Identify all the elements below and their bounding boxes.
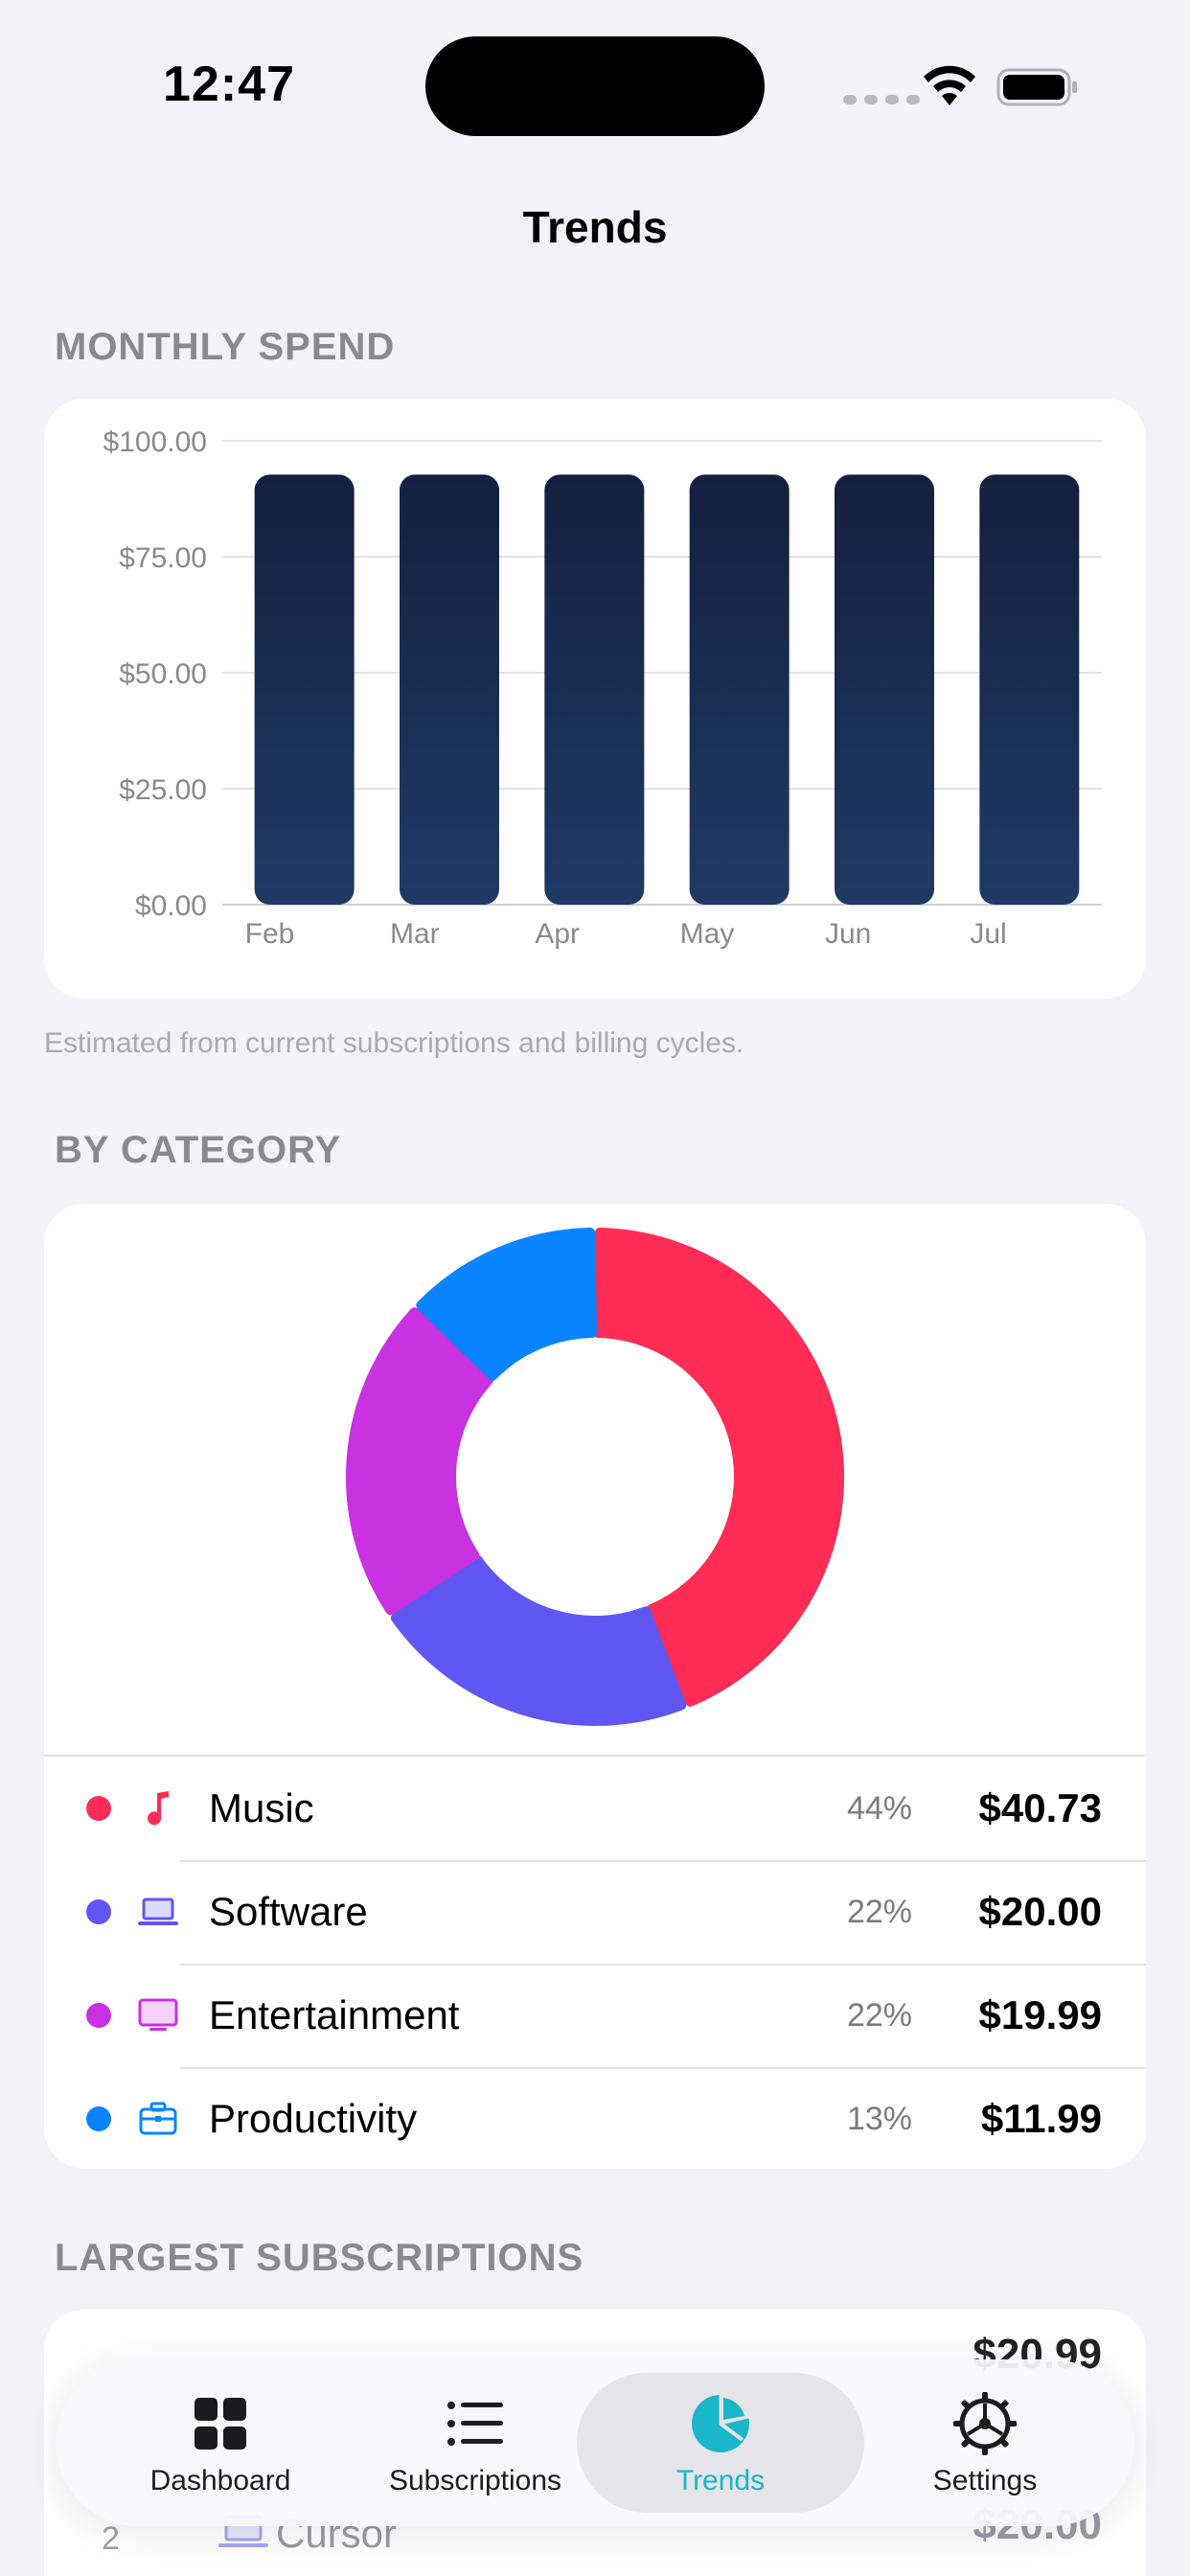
donut-slice-entertainment[interactable] <box>346 1307 494 1616</box>
tab-label: Subscriptions <box>388 2465 562 2496</box>
category-percent: 44% <box>846 1789 912 1827</box>
bar-feb[interactable] <box>254 474 355 905</box>
music-color-dot <box>86 1796 111 1821</box>
tab-label: Settings <box>932 2465 1038 2496</box>
x-tick-label: Feb <box>245 918 295 950</box>
bar-apr[interactable] <box>544 474 645 905</box>
donut-slice-productivity[interactable] <box>416 1228 598 1381</box>
software-color-dot <box>86 1899 111 1924</box>
dynamic-island <box>425 36 765 136</box>
tab-subscriptions[interactable]: Subscriptions <box>332 2373 619 2513</box>
list-icon <box>447 2402 503 2446</box>
tab-bar: Dashboard Subscriptions Trends <box>56 2359 1134 2526</box>
category-row-software[interactable]: Software 22% $20.00 <box>44 1860 1146 1964</box>
battery-icon <box>996 68 1077 106</box>
monthly-spend-footnote: Estimated from current subscriptions and… <box>44 1027 744 1059</box>
category-name: Productivity <box>209 2096 418 2141</box>
donut-slice-software[interactable] <box>390 1554 687 1726</box>
category-legend: Music 44% $40.73 Software 22% $20.00 Ent… <box>44 1755 1146 2169</box>
monthly-spend-card: $0.00 $25.00 $50.00 $75.00 $100.00 Feb Mar Apr M… <box>44 399 1146 999</box>
y-tick-label: $75.00 <box>119 542 207 574</box>
grid-icon <box>195 2398 246 2450</box>
productivity-color-dot <box>86 2106 111 2131</box>
category-amount: $19.99 <box>978 1992 1102 2037</box>
page-title: Trends <box>522 202 668 252</box>
bar-mar[interactable] <box>400 474 499 905</box>
category-percent: 13% <box>846 2100 912 2137</box>
section-header-monthly-spend: MONTHLY SPEND <box>55 326 396 368</box>
category-amount: $40.73 <box>978 1785 1102 1830</box>
donut-slice-music[interactable] <box>592 1228 844 1707</box>
subscription-rank: 2 <box>102 2520 120 2557</box>
y-tick-label: $100.00 <box>103 426 207 458</box>
status-bar: 12:47 <box>0 0 1190 172</box>
tab-trends[interactable]: Trends <box>577 2373 864 2513</box>
category-name: Entertainment <box>209 1992 460 2037</box>
category-row-entertainment[interactable]: Entertainment 22% $19.99 <box>44 1964 1146 2067</box>
x-tick-label: Jul <box>970 918 1006 950</box>
category-card: Music 44% $40.73 Software 22% $20.00 Ent… <box>44 1204 1146 2169</box>
category-amount: $20.00 <box>978 1889 1102 1934</box>
section-header-largest-subscriptions: LARGEST SUBSCRIPTIONS <box>55 2237 584 2279</box>
monthly-spend-chart: $0.00 $25.00 $50.00 $75.00 $100.00 Feb Mar Apr M… <box>103 426 1102 950</box>
y-tick-label: $25.00 <box>119 774 207 806</box>
section-header-by-category: BY CATEGORY <box>55 1129 342 1171</box>
x-tick-label: Mar <box>390 918 440 950</box>
tab-settings[interactable]: Settings <box>841 2373 1129 2513</box>
category-name: Music <box>209 1785 314 1830</box>
gear-icon <box>953 2392 1017 2455</box>
laptop-icon <box>136 1890 180 1934</box>
category-amount: $11.99 <box>980 2096 1102 2141</box>
pie-chart-icon <box>692 2393 750 2452</box>
tab-dashboard[interactable]: Dashboard <box>77 2373 364 2513</box>
x-tick-label: Apr <box>535 918 580 950</box>
bar-may[interactable] <box>689 474 790 905</box>
status-time: 12:47 <box>163 57 295 112</box>
category-donut-chart <box>346 1228 844 1726</box>
music-note-icon <box>136 1786 180 1830</box>
y-tick-label: $0.00 <box>135 890 207 922</box>
cellular-signal-icon <box>843 95 920 104</box>
entertainment-color-dot <box>86 2003 111 2028</box>
x-tick-label: May <box>680 918 735 950</box>
bar-jun[interactable] <box>835 474 934 905</box>
x-tick-label: Jun <box>825 918 871 950</box>
wifi-icon <box>924 65 975 105</box>
category-percent: 22% <box>846 1893 912 1930</box>
tv-icon <box>136 1993 180 2037</box>
category-percent: 22% <box>846 1996 912 2034</box>
y-tick-label: $50.00 <box>119 658 207 690</box>
briefcase-icon <box>136 2097 180 2141</box>
bar-jul[interactable] <box>979 474 1080 905</box>
category-row-music[interactable]: Music 44% $40.73 <box>44 1757 1146 1860</box>
category-row-productivity[interactable]: Productivity 13% $11.99 <box>44 2067 1146 2169</box>
tab-label: Trends <box>675 2465 766 2496</box>
tab-label: Dashboard <box>149 2465 291 2496</box>
category-name: Software <box>209 1889 368 1934</box>
